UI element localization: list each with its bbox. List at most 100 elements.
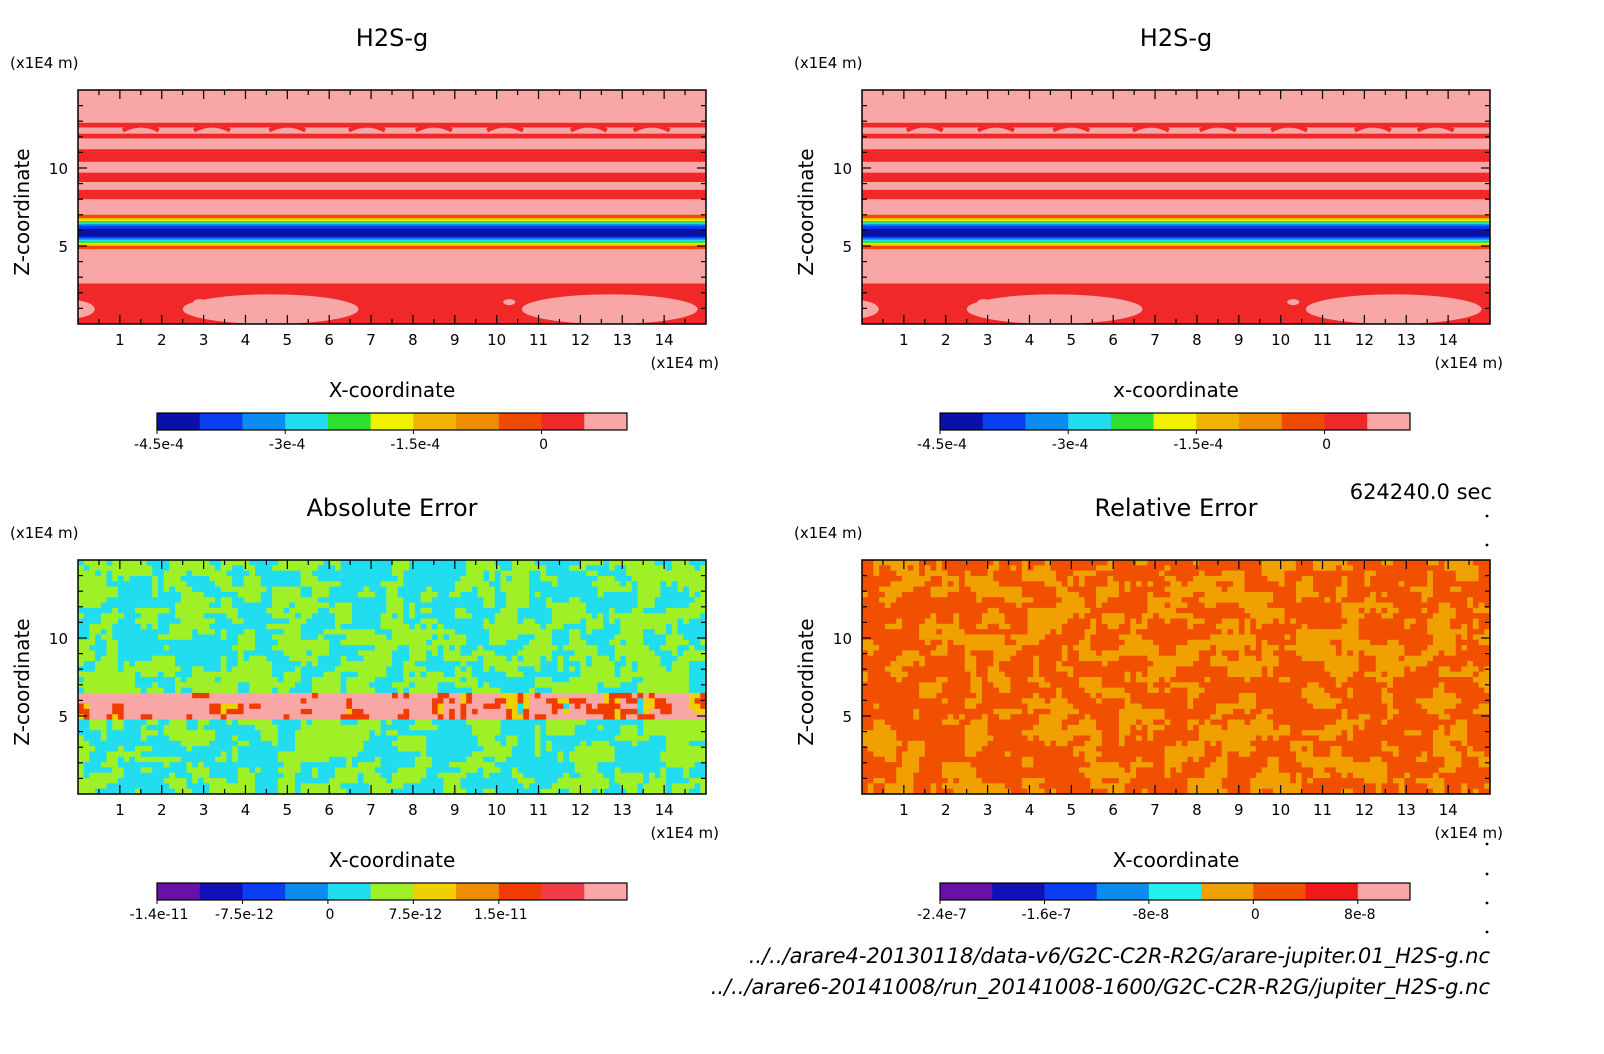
field-cell [100, 677, 108, 683]
field-cell [272, 661, 279, 667]
field-cell [306, 575, 313, 582]
field-cell [511, 735, 519, 742]
field-cell [643, 719, 650, 726]
field-cell [209, 618, 216, 625]
field-cell [683, 762, 690, 769]
field-cell [517, 735, 524, 742]
field-cell [226, 767, 233, 774]
field-cell [277, 703, 285, 710]
field-cell [243, 613, 250, 620]
field-cell [466, 703, 473, 710]
field-cell [254, 618, 262, 625]
x-tick-label: 6 [324, 331, 334, 349]
field-cell [631, 682, 639, 689]
field-cell [197, 677, 205, 683]
field-cell [671, 639, 679, 646]
field-cell [529, 565, 536, 572]
field-cell [654, 581, 661, 588]
field-cell [289, 730, 296, 737]
field-cell [551, 607, 559, 614]
field-cell [272, 623, 279, 630]
field-cell [209, 767, 216, 774]
field-cell [272, 581, 279, 588]
field-cell [449, 714, 456, 721]
field-cell [226, 629, 233, 636]
field-cell [95, 687, 102, 694]
field-cell [180, 677, 188, 683]
field-cell [688, 623, 696, 630]
field-cell [437, 740, 444, 747]
field-cell [312, 629, 319, 636]
field-cell [597, 634, 604, 641]
field-cell [614, 692, 621, 699]
field-cell [443, 645, 450, 652]
field-cell [506, 639, 513, 646]
field-cell [403, 666, 410, 673]
field-cell [694, 650, 701, 657]
field-cell [283, 570, 290, 577]
field-cell [317, 629, 325, 636]
field-cell [483, 597, 490, 604]
field-cell [631, 708, 639, 715]
field-cell [586, 575, 593, 582]
field-cell [89, 746, 96, 753]
field-cell [78, 639, 85, 646]
field-cell [580, 703, 587, 710]
field-cell [643, 661, 650, 667]
field-cell [426, 560, 433, 566]
field-cell [437, 772, 444, 779]
field-cell [129, 597, 136, 604]
field-cell [431, 645, 439, 652]
field-cell [254, 687, 262, 694]
field-cell [471, 639, 479, 646]
field-cell [443, 730, 450, 737]
field-cell [260, 671, 267, 678]
field-cell [523, 634, 530, 641]
field-cell [374, 602, 382, 609]
field-cell [283, 703, 290, 710]
field-cell [534, 655, 542, 662]
field-cell [437, 602, 444, 609]
field-cell [580, 740, 587, 747]
field-cell [237, 740, 245, 747]
field-cell [454, 735, 462, 742]
field-cell [586, 719, 593, 726]
field-cell [517, 666, 524, 673]
field-cell [660, 655, 667, 662]
field-cell [289, 682, 296, 689]
field-cell [489, 682, 496, 689]
field-cell [363, 783, 370, 790]
field-cell [563, 607, 570, 614]
field-cell [83, 730, 91, 737]
field-cell [654, 735, 661, 742]
field-cell [683, 772, 690, 779]
field-cell [557, 778, 564, 784]
field-cell [694, 682, 701, 689]
field-cell [431, 666, 439, 673]
field-cell [443, 682, 450, 689]
field-cell [574, 751, 581, 758]
field-cell [243, 586, 250, 593]
field-cell [437, 703, 444, 710]
field-cell [511, 602, 519, 609]
field-cell [266, 682, 273, 689]
field-cell [540, 762, 547, 769]
field-cell [306, 778, 313, 784]
field-cell [671, 623, 679, 630]
field-cell [352, 591, 359, 598]
field-cell [112, 783, 119, 790]
field-cell [700, 719, 706, 726]
field-cell [574, 560, 581, 566]
field-cell [557, 756, 564, 763]
field-cell [414, 751, 422, 758]
field-cell [443, 735, 450, 742]
field-cell [135, 650, 142, 657]
field-cell [597, 586, 604, 593]
field-cell [157, 762, 165, 769]
field-cell [517, 634, 524, 641]
field-cell [477, 591, 484, 598]
field-cell [329, 645, 336, 652]
field-cell [523, 751, 530, 758]
field-cell [277, 645, 285, 652]
field-cell [169, 645, 176, 652]
